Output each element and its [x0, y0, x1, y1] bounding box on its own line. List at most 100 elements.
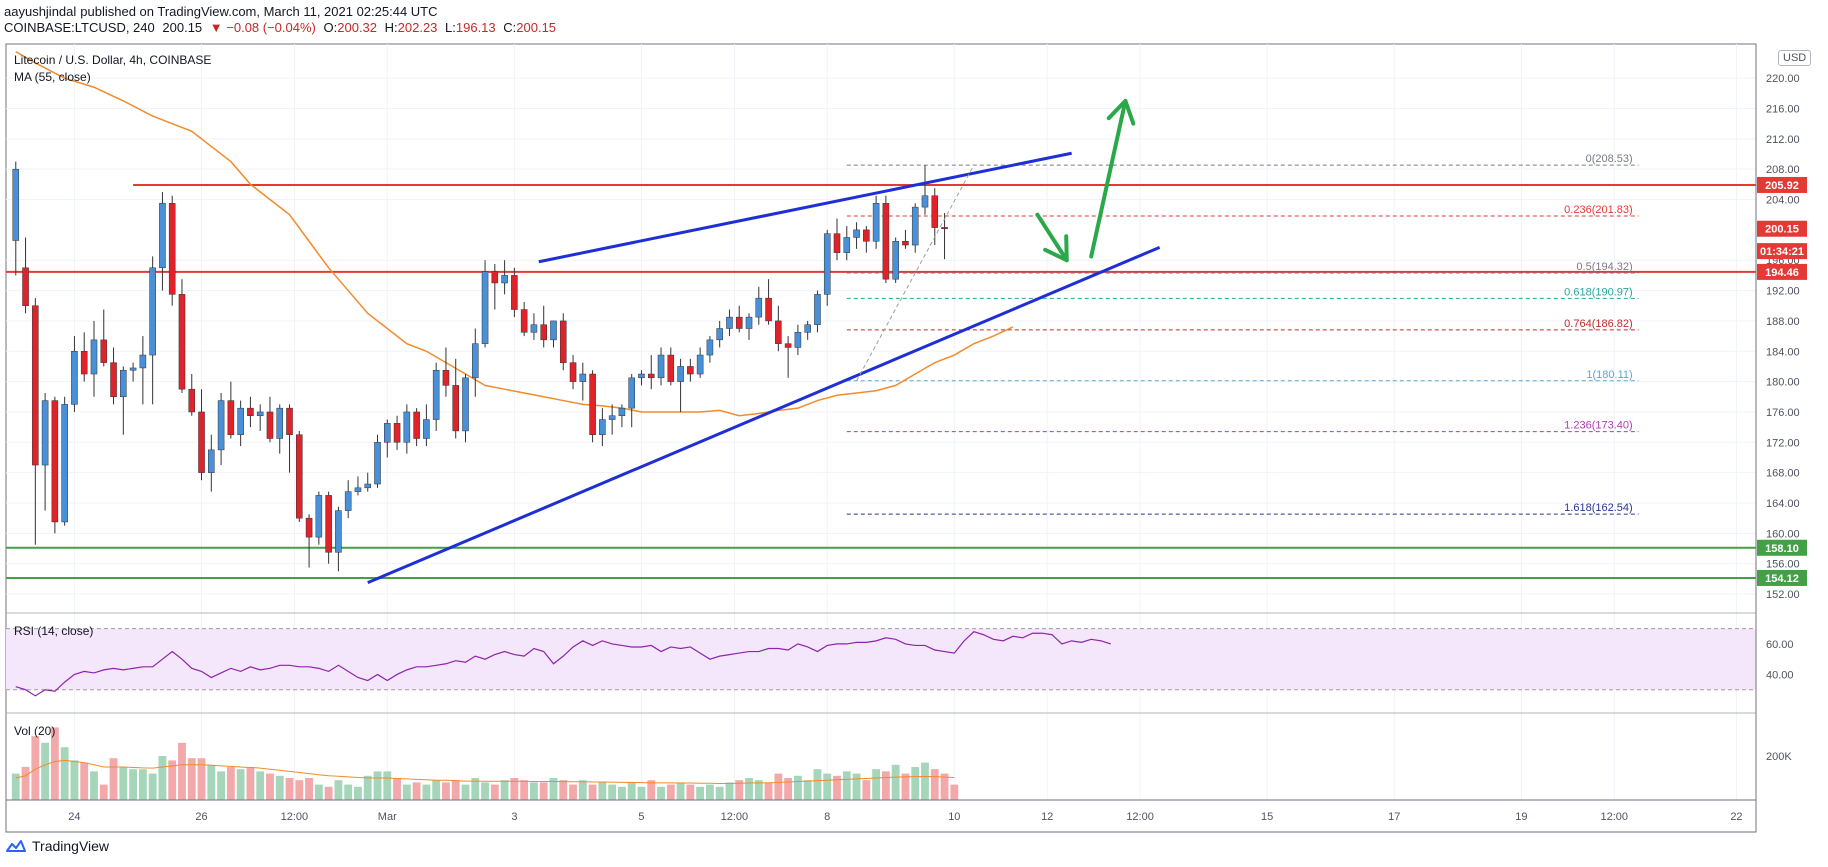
- volume-bar: [324, 786, 333, 800]
- fibonacci-retracement: 0(208.53) 0.236(201.83) 0.5(194.32) 0.618(1…: [846, 153, 1639, 515]
- volume-bar: [285, 778, 294, 800]
- fibonacci-level-label: 0.764(186.82): [1564, 318, 1633, 330]
- candle-body: [452, 385, 460, 432]
- price-label-box: [1757, 263, 1807, 280]
- price-tick-label: 192.00: [1766, 286, 1800, 298]
- volume-bar: [520, 780, 529, 800]
- candle-body: [237, 407, 244, 435]
- candle-body: [706, 339, 714, 356]
- ma-legend: MA (55, close): [14, 70, 91, 84]
- volume-bar: [569, 784, 577, 800]
- brand-name: TradingView: [32, 838, 110, 854]
- volume-bar: [940, 773, 949, 800]
- volume-bar: [461, 784, 470, 800]
- volume-bar: [647, 780, 656, 800]
- price-tick-label: 156.00: [1766, 559, 1800, 571]
- volume-bar: [158, 756, 167, 800]
- candle-body: [843, 237, 851, 253]
- fibonacci-level-label: 1.618(162.54): [1564, 502, 1633, 514]
- volume-bar: [305, 778, 313, 800]
- price-label-box: [1757, 243, 1807, 260]
- price-tick-label: 212.00: [1766, 134, 1800, 146]
- price-tick-label: 220.00: [1766, 73, 1800, 85]
- volume-bar: [41, 742, 50, 800]
- author-link[interactable]: aayushjindal: [4, 4, 77, 19]
- volume-bar: [236, 769, 245, 800]
- volume-bar: [60, 747, 69, 800]
- candle-body: [481, 271, 489, 344]
- price-tick-label: 204.00: [1766, 195, 1800, 207]
- candle-body: [120, 369, 127, 398]
- volume-bar: [539, 782, 548, 800]
- time-tick-label: 12:00: [1600, 811, 1628, 823]
- price-tick-label: 216.00: [1766, 103, 1800, 115]
- open-value: 200.32: [337, 20, 378, 35]
- volume-bar: [549, 778, 558, 800]
- price-tick-label: 172.00: [1766, 437, 1800, 449]
- price-label: 154.12: [1765, 573, 1799, 585]
- candle-body: [315, 495, 323, 538]
- candle-body: [168, 203, 176, 295]
- price-axis-labels: 205.92 200.15 01:34:21 194.46 158.10 154.12: [1757, 176, 1807, 586]
- candle-body: [305, 517, 313, 538]
- volume-bar: [490, 784, 499, 800]
- volume-bar: [657, 786, 665, 800]
- volume-bar: [793, 775, 802, 800]
- high-label: H:: [384, 20, 398, 35]
- price-change: ▼ −0.08 (−0.04%): [209, 20, 316, 35]
- trendlines: [367, 151, 1161, 585]
- moving-average: [15, 50, 1014, 417]
- candle-body: [90, 339, 98, 375]
- volume-ma-line: [15, 759, 955, 784]
- low-label: L:: [445, 20, 456, 35]
- volume-bar: [696, 786, 705, 800]
- candle-body: [462, 377, 469, 432]
- volume-bar: [872, 769, 881, 800]
- candle-body: [266, 411, 274, 439]
- volume-bar: [706, 784, 714, 800]
- ma55-line: [15, 50, 1014, 417]
- candle-body: [775, 320, 782, 344]
- candle-body: [892, 241, 899, 280]
- arrow-shaft: [1035, 212, 1069, 263]
- volume-bar: [393, 778, 401, 800]
- candle-body: [344, 491, 352, 511]
- volume-bar: [852, 773, 861, 800]
- volume-bar: [344, 784, 353, 800]
- candle-body: [638, 373, 645, 379]
- candle-body: [902, 241, 909, 246]
- candle-body: [833, 233, 841, 253]
- candle-body: [677, 366, 684, 382]
- price-tick-label: 176.00: [1766, 407, 1800, 419]
- volume-bar: [862, 780, 871, 800]
- time-tick-label: 15: [1261, 811, 1273, 823]
- volume-bar: [21, 767, 30, 800]
- candle-body: [794, 332, 802, 348]
- candle-body: [530, 324, 538, 333]
- candle-body: [159, 203, 166, 269]
- footer-brand[interactable]: TradingView: [6, 838, 109, 854]
- volume-bar: [813, 769, 822, 800]
- volume-bar: [950, 784, 959, 800]
- volume-bar: [99, 784, 108, 800]
- arrow-shaft: [1089, 98, 1128, 259]
- time-tick-label: 12:00: [281, 811, 309, 823]
- rsi-tick-label: 40.00: [1766, 669, 1794, 681]
- volume-bar: [686, 784, 695, 800]
- candle-body: [198, 411, 205, 473]
- volume-bar: [500, 780, 509, 800]
- candle-body: [178, 294, 186, 390]
- volume-bar: [207, 764, 216, 800]
- candle-body: [559, 320, 567, 363]
- candle-body: [80, 351, 88, 375]
- volume-bar: [930, 769, 939, 800]
- volume-bar: [921, 762, 929, 800]
- candle-body: [853, 229, 860, 238]
- candle-body: [423, 419, 430, 439]
- currency-button[interactable]: USD: [1778, 50, 1812, 66]
- fibonacci-level-label: 1.236(173.40): [1564, 420, 1633, 432]
- price-tick-label: 184.00: [1766, 346, 1800, 358]
- time-tick-label: 17: [1388, 811, 1400, 823]
- price-tick-label: 160.00: [1766, 528, 1800, 540]
